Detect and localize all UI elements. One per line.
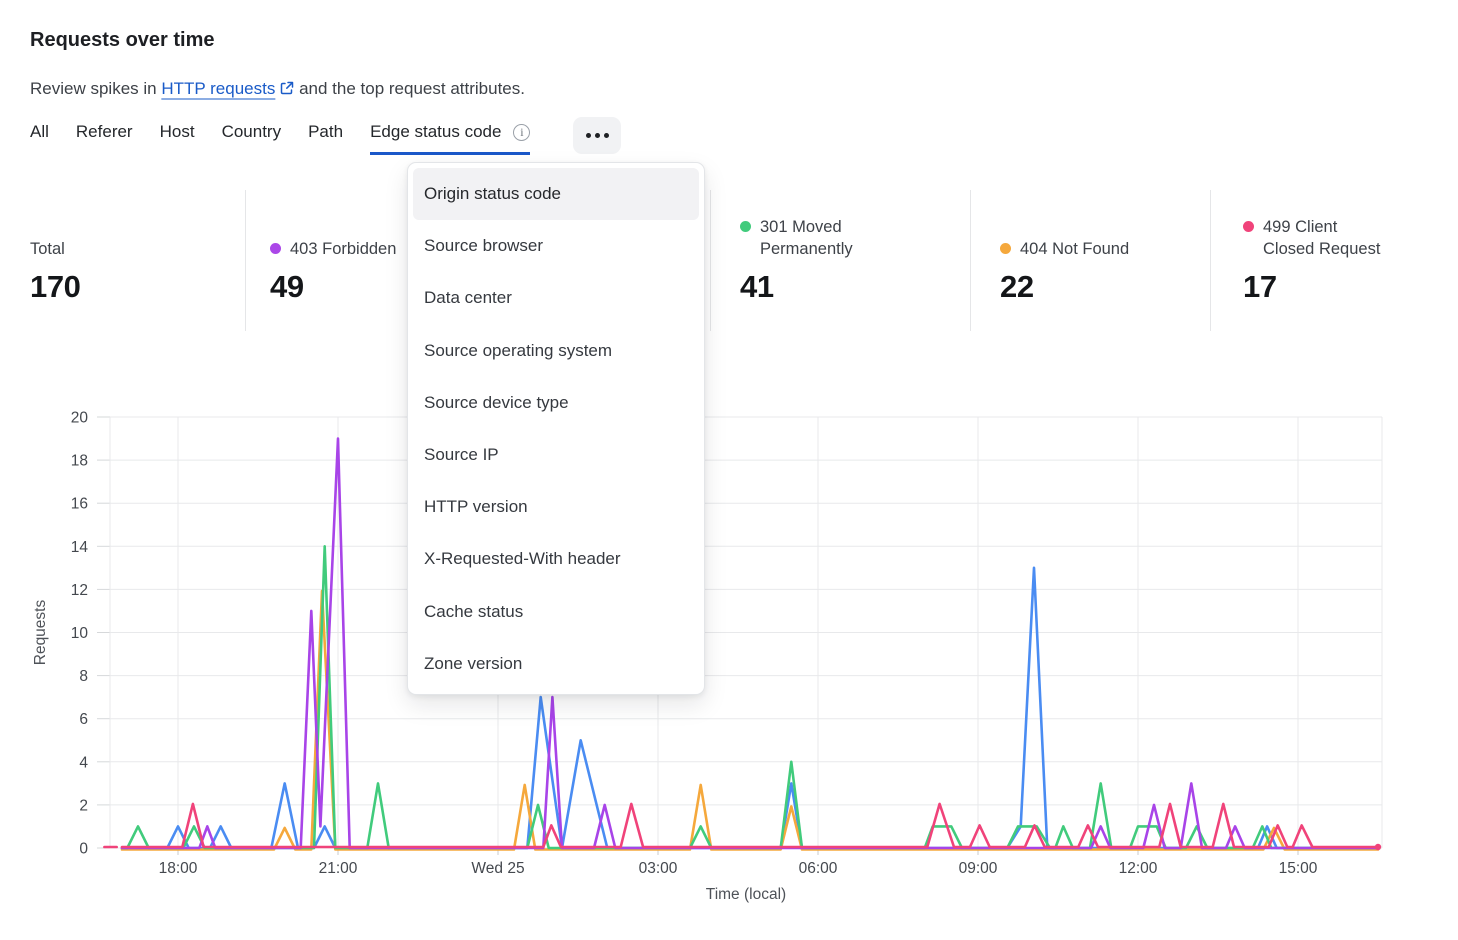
y-axis-tick-label: 6 (79, 711, 88, 728)
y-axis-tick-label: 20 (71, 410, 89, 427)
more-attributes-button[interactable] (573, 117, 622, 154)
tab-edge-status-code[interactable]: Edge status code i (370, 119, 531, 155)
stat-dot (1000, 243, 1011, 254)
stat-label: 499 Client Closed Request (1263, 218, 1381, 258)
stat-value: 22 (1000, 269, 1034, 304)
dropdown-item-source-browser[interactable]: Source browser (424, 236, 544, 256)
stat-dot (740, 221, 751, 232)
y-axis-tick-label: 18 (71, 453, 88, 470)
x-axis-tick-label: 15:00 (1279, 860, 1318, 877)
stat-label: Total (30, 240, 65, 258)
x-axis-tick-label: 18:00 (159, 860, 198, 877)
dropdown-item-x-requested-with-header[interactable]: X-Requested-With header (424, 549, 621, 569)
stat-dot (270, 243, 281, 254)
subtitle: Review spikes in HTTP requests and the t… (30, 79, 525, 100)
dropdown-item-zone-version[interactable]: Zone version (424, 653, 523, 673)
dropdown-item-source-operating-system[interactable]: Source operating system (424, 340, 613, 360)
stat-499-client-closed-request[interactable]: 499 Client Closed Request 17 (1243, 200, 1389, 305)
y-axis-title: Requests (32, 600, 49, 666)
stat-dot (1243, 221, 1254, 232)
y-axis-tick-label: 0 (79, 841, 88, 858)
stat-value: 170 (30, 269, 81, 304)
series-line-404-not-found (120, 589, 1380, 851)
stat-404-not-found[interactable]: 404 Not Found 22 (1000, 200, 1129, 305)
stat-label: 404 Not Found (1020, 240, 1130, 258)
x-axis-tick-label: 06:00 (799, 860, 838, 877)
series-end-dot (1374, 843, 1382, 851)
stat-403-forbidden[interactable]: 403 Forbidden 49 (270, 200, 396, 305)
y-axis-tick-label: 8 (79, 668, 88, 685)
series-line-403-forbidden (120, 437, 1380, 850)
dropdown-item-source-device-type[interactable]: Source device type (424, 392, 569, 412)
stat-divider (710, 190, 711, 331)
tab-all[interactable]: All (30, 119, 49, 155)
tab-referer[interactable]: Referer (76, 119, 133, 155)
x-axis-title: Time (local) (706, 886, 786, 903)
tab-host[interactable]: Host (160, 119, 195, 155)
dropdown-item-cache-status[interactable]: Cache status (424, 601, 524, 621)
tab-label: Host (159, 122, 195, 141)
tab-label: Referer (75, 122, 133, 141)
subtitle-suffix: and the top request attributes. (299, 79, 525, 98)
dropdown-item-http-version[interactable]: HTTP version (424, 497, 528, 517)
tab-path[interactable]: Path (308, 119, 343, 155)
stat-value: 49 (270, 269, 304, 304)
dropdown-item-data-center[interactable]: Data center (424, 288, 512, 308)
dimension-tabs: All Referer Host Country Path Edge status cod… (30, 117, 622, 155)
stat-divider (245, 190, 246, 331)
stat-value: 17 (1243, 269, 1277, 304)
requests-chart[interactable]: 0 2 4 6 8 10 12 14 16 18 20 18:00 21:00 Wed 25 03:00 06… (0, 395, 1458, 940)
tab-label: Edge status code (370, 122, 502, 141)
x-axis-tick-label: 09:00 (959, 860, 998, 877)
stat-301-moved-permanently[interactable]: 301 Moved Permanently 41 (740, 200, 862, 305)
series-line-499-client-closed-request (120, 802, 1380, 849)
stat-label: 403 Forbidden (290, 240, 397, 258)
y-axis-tick-label: 10 (71, 625, 89, 642)
tab-country[interactable]: Country (222, 119, 282, 155)
x-axis-tick-label: 12:00 (1119, 860, 1158, 877)
x-axis-tick-label: 03:00 (639, 860, 678, 877)
stat-total[interactable]: Total 170 (30, 200, 81, 305)
stat-divider (970, 190, 971, 331)
x-axis-tick-label: 21:00 (319, 860, 358, 877)
attribute-dropdown-menu: Origin status code Source browser Data cen… (407, 162, 705, 695)
tab-label: All (30, 122, 49, 141)
stat-label: 301 Moved Permanently (760, 218, 853, 258)
stat-divider (1210, 190, 1211, 331)
ellipsis-icon (585, 133, 609, 138)
y-axis-tick-label: 4 (79, 754, 88, 771)
tab-label: Country (221, 122, 282, 141)
subtitle-prefix: Review spikes in (30, 79, 157, 98)
stat-value: 41 (740, 269, 774, 304)
series-line-unknown-legend-hidden-behind-menu (120, 566, 1380, 850)
requests-chart-svg[interactable]: 0 2 4 6 8 10 12 14 16 18 20 18:00 21:00 Wed 25 03:00 06… (0, 395, 1458, 940)
page-title: Requests over time (30, 29, 215, 52)
chart-grid: 0 2 4 6 8 10 12 14 16 18 20 18:00 21:00 Wed 25 03:00 06… (71, 410, 1383, 877)
series-line-301-moved-permanently (120, 545, 1380, 850)
y-axis-tick-label: 16 (71, 496, 88, 513)
tab-label: Path (308, 122, 344, 141)
dropdown-item-source-ip[interactable]: Source IP (424, 445, 499, 465)
y-axis-tick-label: 14 (71, 539, 89, 556)
y-axis-tick-label: 2 (79, 797, 88, 814)
http-requests-link[interactable]: HTTP requests (161, 79, 294, 98)
dropdown-item-origin-status-code[interactable]: Origin status code (413, 168, 699, 221)
y-axis-tick-label: 12 (71, 582, 88, 599)
x-axis-tick-label: Wed 25 (471, 860, 524, 877)
info-icon[interactable]: i (513, 123, 531, 141)
external-link-icon (280, 80, 294, 100)
